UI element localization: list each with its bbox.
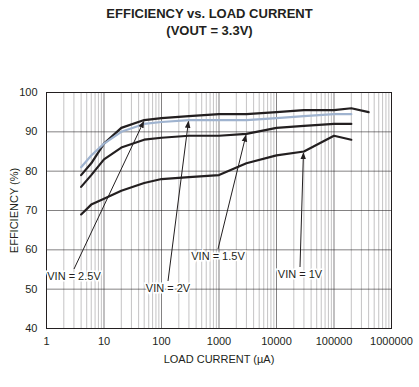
svg-text:10000: 10000 xyxy=(261,335,292,347)
html-text:EFFICIENCY vs. LOAD CURRENT: EFFICIENCY vs. LOAD CURRENT xyxy=(106,6,313,21)
svg-text:50: 50 xyxy=(25,283,37,295)
svg-text:VIN = 2.5V: VIN = 2.5V xyxy=(47,270,101,282)
svg-text:VIN = 1V: VIN = 1V xyxy=(278,268,323,280)
svg-text:90: 90 xyxy=(25,125,37,137)
html-text:(VOUT = 3.3V): (VOUT = 3.3V) xyxy=(166,23,253,38)
svg-text:40: 40 xyxy=(25,322,37,334)
svg-text:EFFICIENCY (%): EFFICIENCY (%) xyxy=(8,168,20,253)
svg-text:100: 100 xyxy=(152,335,170,347)
svg-text:60: 60 xyxy=(25,243,37,255)
svg-text:80: 80 xyxy=(25,165,37,177)
svg-text:1: 1 xyxy=(43,335,49,347)
svg-text:1000000: 1000000 xyxy=(370,335,413,347)
svg-text:VIN = 2V: VIN = 2V xyxy=(146,282,191,294)
svg-text:70: 70 xyxy=(25,204,37,216)
svg-text:100000: 100000 xyxy=(316,335,353,347)
svg-text:1000: 1000 xyxy=(207,335,231,347)
svg-text:LOAD CURRENT (µA): LOAD CURRENT (µA) xyxy=(164,353,275,365)
svg-text:10: 10 xyxy=(98,335,110,347)
svg-text:VIN = 1.5V: VIN = 1.5V xyxy=(191,250,245,262)
svg-text:100: 100 xyxy=(19,86,37,98)
